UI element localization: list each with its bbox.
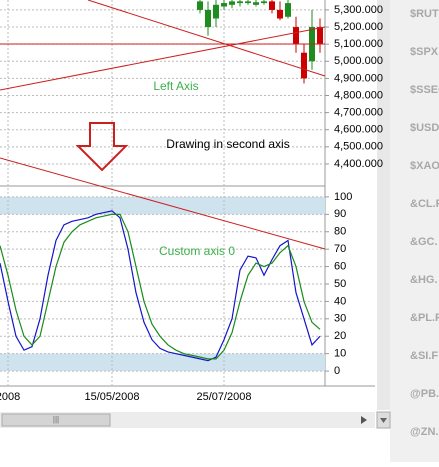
x-tick-label: 15/05/2008 — [84, 391, 139, 403]
candle-body — [269, 1, 275, 10]
y-tick-label: 4,800.000 — [334, 89, 383, 101]
y-tick-label: 4,500.000 — [334, 141, 383, 153]
symbol[interactable]: $RUT — [410, 8, 439, 20]
candle-body — [285, 3, 291, 17]
annotation: Drawing in second axis — [166, 137, 289, 151]
y-tick-label: 10 — [334, 348, 346, 360]
symbol[interactable]: &CL.F — [410, 198, 439, 210]
symbol[interactable]: $SSEC — [410, 84, 439, 96]
candle-body — [213, 4, 219, 19]
x-tick-label: 2008 — [0, 391, 20, 403]
annotation: Left Axis — [153, 79, 198, 93]
y-tick-label: 50 — [334, 278, 346, 290]
symbol[interactable]: &SI.F — [410, 350, 438, 362]
candle-body — [237, 1, 243, 4]
arrow — [75, 122, 129, 172]
candle-body — [205, 9, 211, 28]
symbol[interactable]: @PB. — [410, 388, 439, 400]
y-tick-label: 4,400.000 — [334, 158, 383, 170]
trend-line[interactable] — [0, 157, 326, 250]
candle-body — [293, 27, 299, 45]
y-tick-label: 5,200.000 — [334, 21, 383, 33]
candle-body — [317, 27, 323, 45]
y-tick-label: 80 — [334, 226, 346, 238]
symbol[interactable]: $SPX — [410, 46, 439, 58]
trend-line[interactable] — [0, 26, 326, 91]
y-tick-label: 5,000.000 — [334, 55, 383, 67]
y-tick-label: 4,600.000 — [334, 124, 383, 136]
series-line — [0, 210, 321, 362]
band — [0, 353, 325, 372]
candle-body — [229, 1, 235, 5]
symbol[interactable]: &GC. — [410, 236, 438, 248]
y-tick-label: 70 — [334, 243, 346, 255]
x-tick-label: 25/07/2008 — [196, 391, 251, 403]
y-tick-label: 4,900.000 — [334, 72, 383, 84]
symbol[interactable]: $XAO — [410, 160, 439, 172]
symbol[interactable]: &HG. — [410, 274, 438, 286]
y-tick-label: 5,300.000 — [334, 4, 383, 16]
series-line — [0, 213, 321, 360]
candle-body — [197, 1, 203, 10]
candle-body — [253, 2, 259, 5]
grip: ||| — [53, 415, 59, 424]
y-tick-label: 5,100.000 — [334, 38, 383, 50]
y-tick-label: 0 — [334, 365, 340, 377]
candle-body — [301, 52, 307, 79]
y-tick-label: 30 — [334, 313, 346, 325]
trend-line[interactable] — [87, 0, 326, 77]
scroll-thumb[interactable] — [1, 413, 111, 427]
y-tick-label: 100 — [334, 191, 352, 203]
y-tick-label: 60 — [334, 260, 346, 272]
scroll-right[interactable] — [361, 416, 367, 424]
candle-body — [277, 9, 283, 19]
y-tick-label: 40 — [334, 295, 346, 307]
sidebar — [390, 0, 439, 462]
y-tick-label: 90 — [334, 208, 346, 220]
candle-body — [221, 3, 227, 7]
vertical-scrollbar[interactable] — [377, 0, 390, 410]
symbol[interactable]: @ZN. — [410, 426, 438, 438]
scroll-down[interactable] — [380, 418, 387, 423]
band — [0, 196, 325, 215]
y-tick-label: 4,700.000 — [334, 107, 383, 119]
candle-body — [245, 1, 251, 4]
symbol[interactable]: $USD — [410, 122, 439, 134]
symbol[interactable]: &PL.F — [410, 312, 439, 324]
y-tick-label: 20 — [334, 330, 346, 342]
annotation: Custom axis 0 — [159, 244, 235, 258]
candle-body — [261, 1, 267, 4]
